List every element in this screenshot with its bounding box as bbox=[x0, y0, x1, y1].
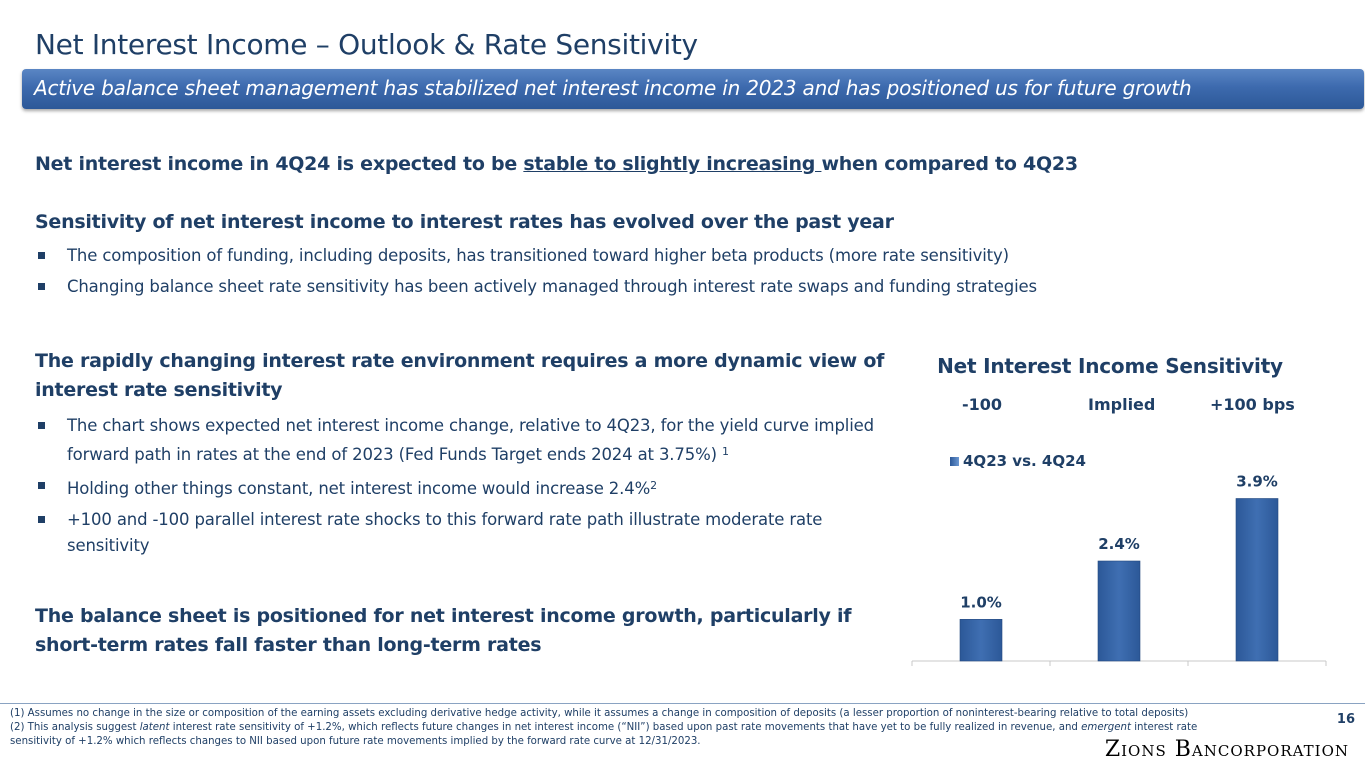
positioning-heading: The balance sheet is positioned for net … bbox=[35, 605, 852, 656]
page-number: 16 bbox=[1336, 712, 1355, 727]
subtitle-text: Active balance sheet management has stab… bbox=[34, 76, 1192, 100]
outlook-post: when compared to 4Q23 bbox=[821, 153, 1078, 175]
bullet-item: +100 and -100 parallel interest rate sho… bbox=[35, 507, 885, 559]
bullet-text: Holding other things constant, net inter… bbox=[67, 479, 651, 498]
footnote-text: interest rate sensitivity of +1.2% which… bbox=[10, 722, 1198, 747]
footnote-2: (2) This analysis suggest latent interes… bbox=[10, 721, 1220, 749]
bar bbox=[1097, 560, 1141, 662]
bar bbox=[959, 619, 1003, 662]
dynamic-view-heading: The rapidly changing interest rate envir… bbox=[35, 350, 885, 401]
outlook-pre: Net interest income in 4Q24 is expected … bbox=[35, 153, 524, 175]
legend-label: 4Q23 vs. 4Q24 bbox=[963, 452, 1086, 470]
page-title: Net Interest Income – Outlook & Rate Sen… bbox=[35, 28, 698, 61]
dynamic-view-bullets: The chart shows expected net interest in… bbox=[35, 413, 885, 559]
legend-swatch bbox=[950, 457, 959, 466]
footnote-1: (1) Assumes no change in the size or com… bbox=[10, 708, 1189, 719]
footer-divider bbox=[0, 703, 1365, 704]
bullet-item: The composition of funding, including de… bbox=[35, 243, 1185, 269]
chart-legend: 4Q23 vs. 4Q24 bbox=[950, 452, 1086, 470]
footnotes: (1) Assumes no change in the size or com… bbox=[10, 707, 1220, 749]
bullet-item: The chart shows expected net interest in… bbox=[35, 413, 885, 468]
outlook-underlined: stable to slightly increasing bbox=[523, 153, 822, 175]
nii-sensitivity-chart: Net Interest Income Sensitivity -100 Imp… bbox=[900, 340, 1340, 680]
category-label: -100 bbox=[962, 395, 1003, 414]
bar-plot: 1.0% 2.4% 3.9% bbox=[911, 473, 1327, 666]
data-label: 3.9% bbox=[1236, 473, 1278, 491]
footnote-text: interest rate sensitivity of +1.2%, whic… bbox=[169, 722, 1082, 733]
footnote-italic: latent bbox=[139, 722, 170, 733]
chart-title: Net Interest Income Sensitivity bbox=[937, 354, 1283, 378]
outlook-statement: Net interest income in 4Q24 is expected … bbox=[35, 150, 1078, 179]
bullet-item: Changing balance sheet rate sensitivity … bbox=[35, 274, 1185, 300]
data-label: 1.0% bbox=[960, 593, 1002, 611]
data-label: 2.4% bbox=[1098, 535, 1140, 553]
bullet-item: Holding other things constant, net inter… bbox=[35, 473, 885, 502]
footnote-ref: 1 bbox=[722, 445, 729, 458]
subtitle-banner: Active balance sheet management has stab… bbox=[22, 69, 1364, 109]
sensitivity-bullets: The composition of funding, including de… bbox=[35, 243, 1185, 300]
bullet-text: The chart shows expected net interest in… bbox=[67, 416, 874, 464]
sensitivity-heading: Sensitivity of net interest income to in… bbox=[35, 211, 894, 233]
category-label: +100 bps bbox=[1210, 395, 1295, 414]
footnote-text: (2) This analysis suggest bbox=[10, 722, 140, 733]
category-label: Implied bbox=[1088, 395, 1156, 414]
footnote-ref: 2 bbox=[650, 479, 657, 492]
company-logo: Zions Bancorporation bbox=[1104, 737, 1349, 762]
bar bbox=[1235, 498, 1279, 662]
footnote-italic: emergent bbox=[1081, 722, 1131, 733]
